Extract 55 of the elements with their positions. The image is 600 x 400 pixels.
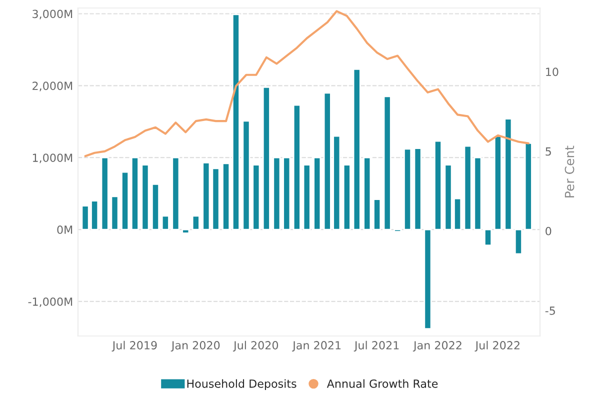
x-tick-label: Jul 2021 — [354, 340, 399, 352]
bar — [110, 196, 119, 230]
legend-label: Annual Growth Rate — [326, 379, 438, 388]
bar — [313, 156, 322, 230]
bar — [302, 164, 311, 230]
bar — [383, 96, 392, 230]
bar — [141, 164, 150, 230]
bar — [352, 68, 361, 230]
bar — [394, 228, 402, 232]
bar — [182, 228, 190, 234]
legend-label: Household Deposits — [187, 379, 296, 390]
bar — [484, 228, 492, 246]
bar — [262, 86, 270, 230]
bar — [404, 148, 412, 230]
bar — [202, 162, 210, 230]
bar — [100, 156, 109, 230]
y2-axis-title: Per Cent — [564, 146, 574, 198]
y2-tick-label: -5 — [545, 306, 555, 315]
y-tick-label: -1,000M — [28, 297, 72, 307]
y-tick-label: 0M — [57, 226, 72, 234]
x-tick-label: Jan 2021 — [292, 341, 341, 352]
bar — [494, 135, 502, 230]
y-tick-label: 2,000M — [32, 82, 72, 92]
x-tick-label: Jul 2019 — [112, 340, 157, 352]
bar — [272, 156, 281, 230]
x-tick-label: Jul 2020 — [232, 340, 278, 352]
bar — [222, 162, 230, 230]
bar — [161, 215, 170, 230]
x-tick-label: Jan 2020 — [170, 341, 220, 352]
bar — [212, 168, 220, 230]
bar — [121, 171, 130, 230]
bar — [342, 164, 351, 230]
bar — [434, 140, 442, 230]
bar — [192, 215, 200, 230]
y2-tick-label: 5 — [546, 147, 551, 156]
bar — [504, 118, 512, 230]
bar — [242, 120, 250, 230]
bar — [282, 156, 291, 230]
y2-tick-label: 0 — [546, 226, 552, 236]
bar — [292, 104, 301, 230]
x-tick-label: Jan 2022 — [412, 341, 462, 352]
bar — [252, 164, 260, 230]
bar — [373, 198, 382, 230]
bar — [514, 228, 522, 255]
bar — [232, 14, 240, 230]
y-tick-label: 1,000M — [32, 154, 72, 164]
x-tick-label: Jul 2022 — [474, 340, 520, 352]
bar — [363, 156, 372, 230]
y2-tick-label: 10 — [546, 68, 558, 76]
bar — [172, 156, 180, 230]
line-series — [84, 10, 530, 158]
bar — [524, 142, 532, 230]
bar — [151, 184, 160, 230]
y-tick-label: 3,000M — [32, 10, 72, 20]
bar — [130, 156, 139, 230]
